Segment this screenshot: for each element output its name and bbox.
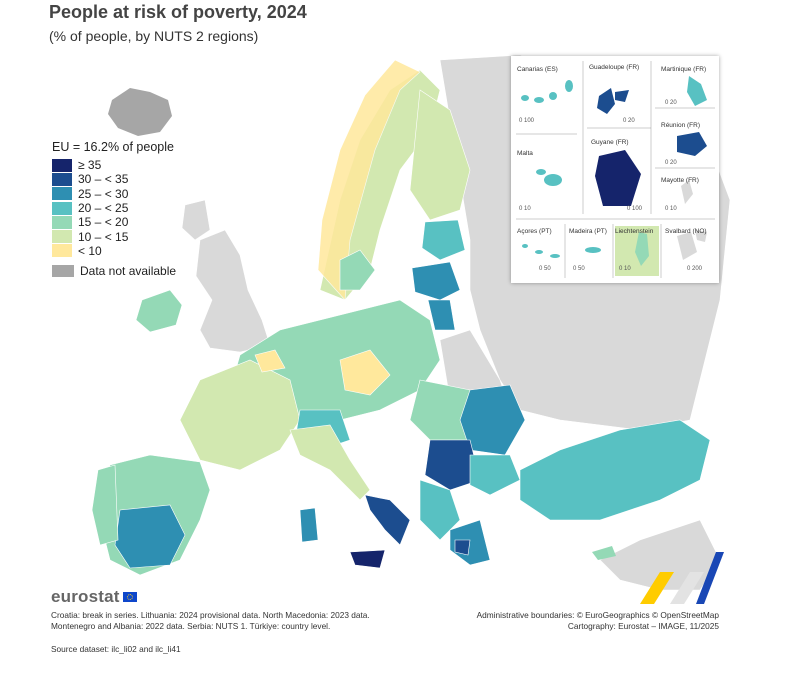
scandinavia — [317, 59, 471, 301]
inset-label-madeira: Madeira (PT) — [569, 228, 607, 235]
turkiye — [519, 419, 711, 521]
balkans-greece — [419, 479, 491, 566]
scale-bar-mayotte: 0 10 — [665, 206, 677, 212]
legend-swatch — [52, 201, 72, 215]
legend-swatch — [52, 158, 72, 172]
scale-bar-guyane: 0 100 — [627, 206, 643, 212]
footnote: Croatia: break in series. Lithuania: 202… — [51, 610, 370, 632]
scale-bar-reunion: 0 20 — [665, 160, 677, 166]
legend-swatch — [52, 187, 72, 201]
scale-bar-svalbard: 0 200 — [687, 266, 703, 272]
legend-label: < 10 — [78, 243, 102, 258]
legend-label: 25 – < 30 — [78, 186, 129, 201]
eurostat-wordmark: eurostat — [51, 587, 120, 606]
united-kingdom — [181, 199, 271, 353]
legend-label: 10 – < 15 — [78, 229, 129, 244]
credits-boundaries: Administrative boundaries: © EuroGeograp… — [476, 610, 719, 620]
scale-bar-malta: 0 10 — [519, 206, 531, 212]
legend-swatch — [52, 215, 72, 229]
continental-regions — [179, 299, 526, 496]
scale-bar-guadeloupe: 0 20 — [623, 118, 635, 124]
inset-label-martinique: Martinique (FR) — [661, 66, 707, 73]
inset-label-liechtenstein: Liechtenstein — [615, 228, 654, 235]
legend-label: 30 – < 35 — [78, 172, 129, 187]
source-dataset: Source dataset: ilc_li02 and ilc_li41 — [51, 644, 181, 654]
inset-label-reunion: Réunion (FR) — [661, 122, 701, 129]
baltics — [411, 219, 466, 331]
scale-bar-madeira: 0 50 — [573, 266, 585, 272]
legend-label: 15 – < 20 — [78, 215, 129, 230]
scale-bar-liechtenstein: 0 10 — [619, 266, 631, 272]
corner-emblem — [640, 552, 724, 604]
inset-label-malta: Malta — [517, 150, 533, 157]
legend-label: ≥ 35 — [78, 158, 102, 173]
ireland — [135, 289, 183, 333]
legend-item: 20 – < 25 — [52, 201, 176, 215]
iberia — [91, 454, 211, 576]
inset-label-canarias: Canarias (ES) — [517, 66, 558, 73]
legend-item-not-available: Data not available — [52, 264, 176, 278]
inset-label-mayotte: Mayotte (FR) — [661, 177, 699, 184]
inset-panel: Canarias (ES) Guadeloupe (FR) Martinique… — [511, 56, 719, 283]
iceland — [108, 88, 172, 136]
credits: Administrative boundaries: © EuroGeograp… — [477, 610, 719, 632]
inset-label-guyane: Guyane (FR) — [591, 139, 629, 146]
legend: EU = 16.2% of people ≥ 35 30 – < 35 25 –… — [52, 140, 176, 278]
scale-bar-acores: 0 50 — [539, 266, 551, 272]
cyprus — [592, 546, 616, 560]
inset-dividers — [516, 61, 715, 278]
legend-swatch — [52, 244, 72, 258]
credits-cartography: Cartography: Eurostat – IMAGE, 11/2025 — [567, 621, 719, 632]
scale-bar-martinique: 0 20 — [665, 100, 677, 106]
legend-item: < 10 — [52, 244, 176, 258]
scale-bar-canarias: 0 100 — [519, 118, 535, 124]
legend-item: 15 – < 20 — [52, 215, 176, 229]
legend-item: 30 – < 35 — [52, 172, 176, 186]
legend-swatch — [52, 172, 72, 186]
legend-swatch — [52, 230, 72, 244]
eurostat-logo: eurostat — [51, 587, 137, 607]
map-title: People at risk of poverty, 2024 — [49, 2, 307, 22]
legend-item: ≥ 35 — [52, 158, 176, 172]
legend-item: 10 – < 15 — [52, 229, 176, 244]
eu-flag-icon — [122, 592, 137, 602]
inset-label-acores: Açores (PT) — [517, 228, 552, 235]
legend-item: 25 – < 30 — [52, 187, 176, 201]
legend-swatch — [52, 265, 74, 278]
map-subtitle: (% of people, by NUTS 2 regions) — [49, 28, 259, 44]
italy — [289, 424, 411, 569]
legend-label: 20 – < 25 — [78, 201, 129, 216]
inset-label-guadeloupe: Guadeloupe (FR) — [589, 64, 640, 71]
eu-average: EU = 16.2% of people — [52, 140, 174, 154]
inset-label-svalbard: Svalbard (NO) — [665, 228, 707, 235]
legend-label: Data not available — [80, 264, 177, 279]
